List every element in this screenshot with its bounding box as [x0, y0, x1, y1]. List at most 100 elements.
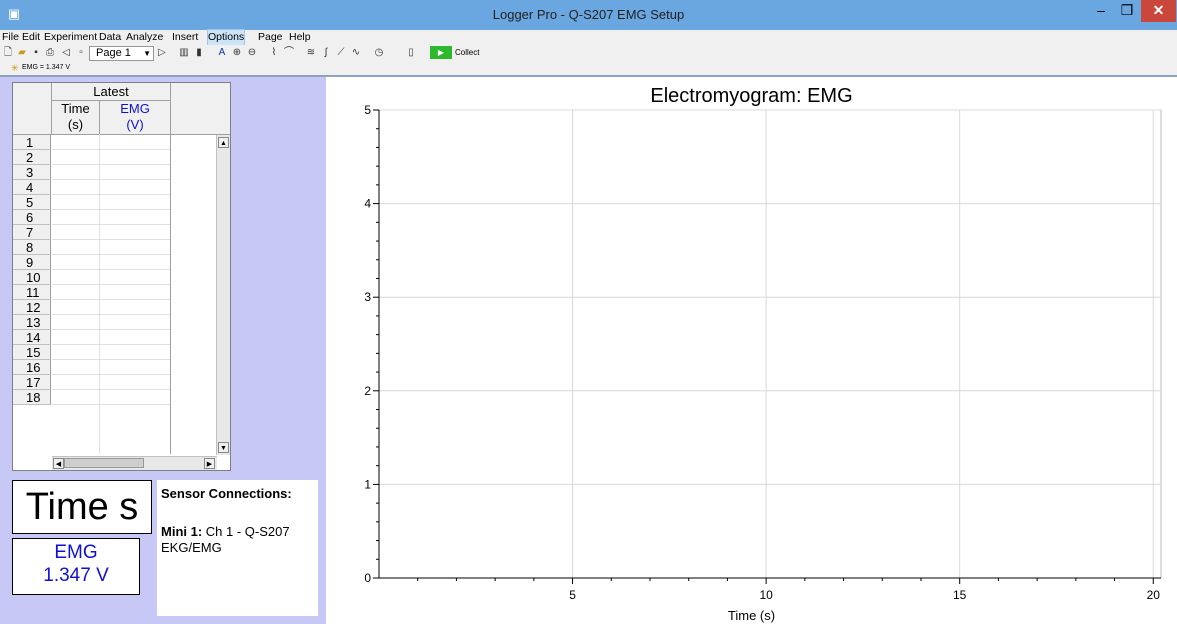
y-tick-label: 0	[364, 571, 371, 585]
menu-options[interactable]: Options	[206, 29, 246, 46]
row-number[interactable]: 10	[13, 270, 51, 285]
examine-icon[interactable]: ⌇	[271, 47, 277, 58]
row-number[interactable]: 7	[13, 225, 51, 240]
new-file-icon[interactable]: 🗋	[3, 47, 13, 58]
menu-help[interactable]: Help	[289, 31, 311, 43]
emg-meter[interactable]: EMG 1.347 V	[12, 538, 140, 595]
plot-frame	[378, 109, 1162, 579]
page-select-value: Page 1	[96, 47, 131, 59]
row-number[interactable]: 15	[13, 345, 51, 360]
open-folder-icon[interactable]: ▰	[18, 47, 26, 58]
x-tick-label: 20	[1147, 588, 1161, 602]
page-select[interactable]: Page 1 ▼	[89, 46, 154, 61]
collect-button[interactable]: ▶ Collect	[430, 46, 480, 59]
horizontal-scrollbar[interactable]: ◀ ▶	[52, 456, 217, 470]
vertical-scrollbar[interactable]: ▲ ▼	[216, 135, 230, 455]
x-axis-label[interactable]: Time (s)	[727, 608, 776, 623]
table-row	[52, 224, 170, 225]
menu-bar: File Edit Experiment Data Analyze Insert…	[0, 29, 1177, 46]
sensor-connections-box[interactable]: Sensor Connections: Mini 1: Ch 1 - Q-S20…	[157, 480, 318, 616]
column-unit: (s)	[67, 117, 84, 132]
data-collection-icon[interactable]: ◷	[374, 47, 384, 58]
print-icon[interactable]: ⎙	[46, 47, 54, 58]
autoscale-icon[interactable]: A	[218, 47, 226, 58]
tangent-icon[interactable]: ⌒	[284, 47, 294, 58]
table-row	[52, 194, 170, 195]
row-number[interactable]: 3	[13, 165, 51, 180]
column-header-time[interactable]: Time (s)	[52, 101, 100, 135]
scroll-left-icon[interactable]: ◀	[53, 458, 64, 469]
table-row	[52, 209, 170, 210]
column-name: Time	[61, 101, 90, 116]
row-number[interactable]: 18	[13, 390, 51, 405]
logger-pro-app-icon[interactable]: ▣	[7, 6, 21, 21]
table-icon[interactable]: ▥	[179, 47, 189, 58]
table-row	[52, 314, 170, 315]
next-page-icon[interactable]: ▷	[158, 47, 166, 58]
y-tick-label: 5	[364, 103, 371, 117]
y-tick-label: 1	[364, 477, 371, 491]
sensor-status-text[interactable]: EMG = 1.347 V	[22, 64, 71, 71]
zoom-out-icon[interactable]: ⊖	[247, 47, 257, 58]
menu-insert[interactable]: Insert	[172, 31, 199, 43]
column-divider	[170, 83, 171, 454]
previous-page-icon[interactable]: ◁	[62, 47, 70, 58]
table-row	[52, 254, 170, 255]
scroll-up-icon[interactable]: ▲	[218, 137, 229, 148]
statistics-icon[interactable]: ≋	[306, 47, 316, 58]
emg-meter-value: 1.347 V	[43, 565, 109, 586]
scrollbar-thumb[interactable]	[64, 458, 144, 468]
emg-graph[interactable]: 0 1 2 3 4 5 5 10 15 20	[326, 77, 1177, 624]
minimize-button[interactable]: –	[1097, 2, 1105, 18]
data-table[interactable]: Latest Time (s) EMG (V) 1 2 3 4 5 6 7 8 9 10 11 12 1…	[12, 82, 231, 471]
menu-edit[interactable]: Edit	[22, 31, 41, 43]
menu-experiment[interactable]: Experiment	[44, 31, 98, 43]
row-number[interactable]: 12	[13, 300, 51, 315]
column-header-emg[interactable]: EMG (V)	[100, 101, 171, 135]
menu-page[interactable]: Page	[258, 31, 283, 43]
menu-analyze[interactable]: Analyze	[126, 31, 164, 43]
menu-data[interactable]: Data	[99, 31, 122, 43]
row-number[interactable]: 5	[13, 195, 51, 210]
x-tick-label: 10	[759, 588, 773, 602]
save-icon[interactable]: ▪	[34, 47, 38, 58]
row-number[interactable]: 14	[13, 330, 51, 345]
table-row	[52, 374, 170, 375]
scroll-down-icon[interactable]: ▼	[218, 442, 229, 453]
row-number[interactable]: 16	[13, 360, 51, 375]
row-number[interactable]: 1	[13, 135, 51, 150]
menu-file[interactable]: File	[2, 31, 19, 43]
row-number[interactable]: 17	[13, 375, 51, 390]
linear-fit-icon[interactable]: ⟋	[337, 47, 345, 58]
row-number[interactable]: 9	[13, 255, 51, 270]
table-row	[52, 329, 170, 330]
curve-fit-icon[interactable]: ∿	[351, 47, 361, 58]
row-number[interactable]: 11	[13, 285, 51, 300]
meter-icon[interactable]: ▮	[196, 47, 202, 58]
x-tick-label: 15	[953, 588, 967, 602]
table-row	[52, 179, 170, 180]
table-row	[52, 164, 170, 165]
row-number[interactable]: 13	[13, 315, 51, 330]
table-row	[52, 299, 170, 300]
sensor-connection-text: Ch 1 - Q-S207 EKG/EMG	[161, 524, 290, 555]
y-tick-label: 4	[364, 197, 371, 211]
scroll-right-icon[interactable]: ▶	[204, 458, 215, 469]
play-icon: ▶	[430, 46, 452, 59]
maximize-button[interactable]: ❐	[1120, 2, 1134, 18]
column-name: EMG	[120, 101, 150, 116]
row-number[interactable]: 4	[13, 180, 51, 195]
lab-quest-icon[interactable]: ▯	[408, 47, 414, 58]
graph-area[interactable]: Electromyogram: EMG 0 1 2 3 4 5 5 10 15 20 Time (…	[326, 77, 1177, 624]
integral-icon[interactable]: ∫	[324, 47, 328, 58]
sensor-icon[interactable]: ✳	[11, 63, 19, 73]
time-meter[interactable]: Time s	[12, 480, 152, 534]
zoom-in-icon[interactable]: ⊕	[232, 47, 242, 58]
row-number[interactable]: 2	[13, 150, 51, 165]
row-number[interactable]: 8	[13, 240, 51, 255]
close-button[interactable]: ✕	[1141, 0, 1176, 22]
table-corner-cell	[13, 83, 52, 135]
row-number[interactable]: 6	[13, 210, 51, 225]
graph-title[interactable]: Electromyogram: EMG	[650, 85, 853, 107]
table-group-header[interactable]: Latest	[52, 83, 170, 101]
